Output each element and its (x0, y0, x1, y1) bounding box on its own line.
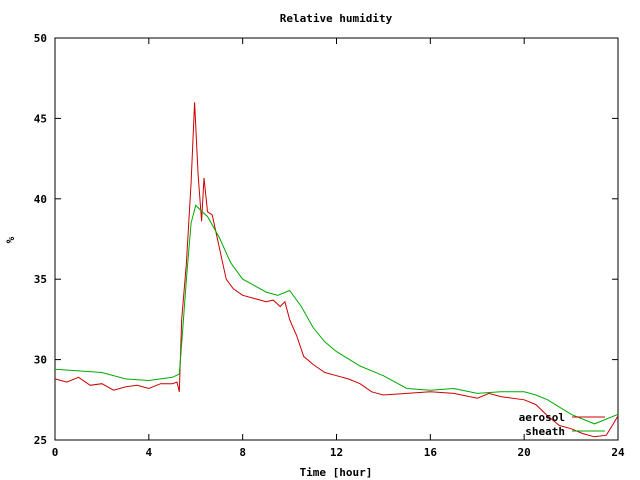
aerosol-series-line (54, 102, 619, 438)
legend-label-sheath: sheath (525, 425, 565, 438)
y-tick-label: 30 (34, 354, 47, 367)
y-tick-label: 35 (34, 273, 47, 286)
y-tick-label: 45 (34, 112, 47, 125)
x-tick-label: 12 (330, 446, 343, 459)
x-tick-label: 0 (52, 446, 59, 459)
legend-label-aerosol: aerosol (519, 411, 565, 424)
sheath-series-line (54, 204, 619, 425)
axis-ticks: 0 4 8 12 16 20 24 25 30 35 40 45 50 (34, 32, 625, 459)
x-tick-label: 4 (146, 446, 153, 459)
y-tick-label: 40 (34, 193, 47, 206)
series-group (54, 102, 619, 438)
x-tick-label: 16 (424, 446, 438, 459)
x-tick-label: 8 (239, 446, 246, 459)
y-tick-label: 50 (34, 32, 47, 45)
x-tick-label: 24 (611, 446, 625, 459)
x-axis-label: Time [hour] (300, 466, 373, 479)
y-tick-label: 25 (34, 434, 47, 447)
x-tick-label: 20 (518, 446, 531, 459)
y-axis-label: % (4, 236, 17, 243)
chart-title: Relative humidity (280, 12, 393, 25)
